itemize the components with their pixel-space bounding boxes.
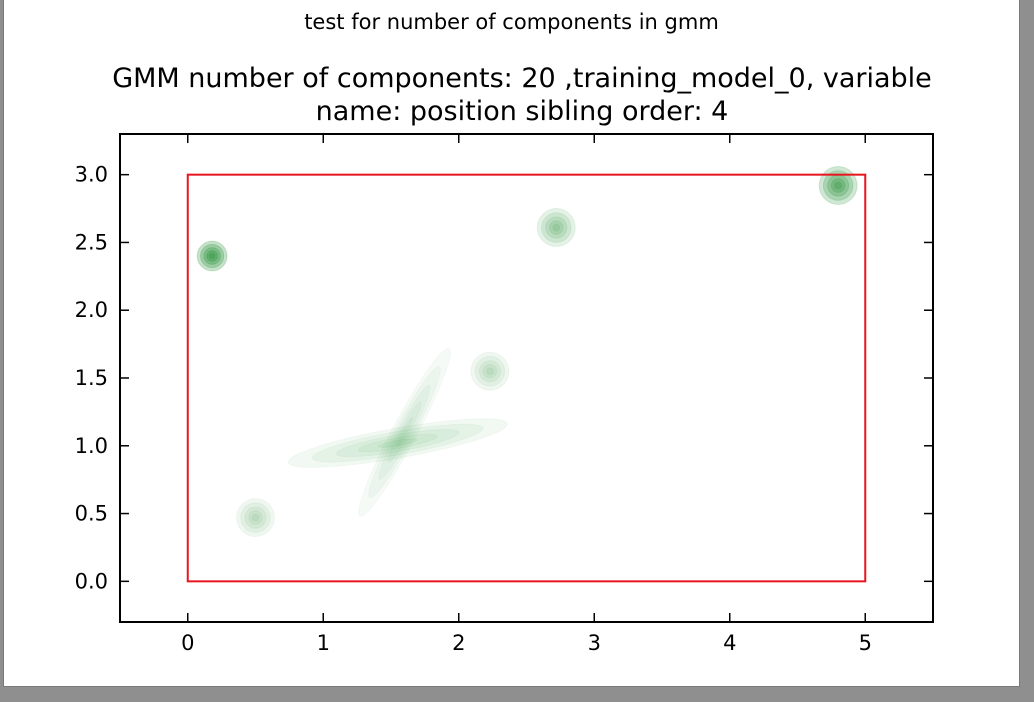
gmm-component-4-level-4 [482,363,498,379]
gmm-component-6-level-4 [357,433,438,453]
gmm-component-7-level-4 [388,402,422,463]
boundary-rectangle [186,173,867,583]
gmm-component-4 [470,351,510,391]
gmm-component-1-level-4 [206,250,219,262]
x-tick-label: 4 [723,631,736,655]
gmm-component-1 [196,240,228,272]
gmm-component-7-level-1 [358,348,451,517]
gmm-component-2-level-5 [552,223,561,232]
gmm-component-7-level-3 [378,385,431,480]
gmm-component-2-level-2 [541,212,572,243]
plot-title-line-1: GMM number of components: 20 ,training_m… [112,63,932,94]
gmm-component-6-level-3 [335,428,460,458]
gmm-component-3-level-2 [822,170,854,201]
gmm-component-5-level-2 [240,502,271,533]
gmm-component-2-level-4 [548,220,564,235]
gmm-components [196,166,858,538]
plot-title: GMM number of components: 20 ,training_m… [4,62,1034,128]
gmm-component-6-level-2 [311,423,484,463]
axes-frame [119,133,934,623]
x-tick-label: 5 [859,631,872,655]
gmm-component-4-level-3 [478,360,502,383]
y-tick-label: 0.0 [75,569,108,593]
gmm-component-7-level-5 [396,417,413,448]
figure-suptitle: test for number of components in gmm [304,10,719,34]
y-tick-label: 2.0 [75,298,108,322]
gmm-component-6-level-1 [287,418,508,468]
x-tick-label: 3 [588,631,601,655]
gmm-component-1-level-3 [203,247,221,265]
y-tick-label: 1.0 [75,434,108,458]
x-tick-label: 2 [452,631,465,655]
gmm-component-5-level-5 [251,513,260,522]
chart-canvas: 0 1 2 3 4 5 0.0 0.5 1.0 1.5 2.0 2.5 3.0 [75,133,934,655]
gmm-component-3-level-1 [818,166,858,205]
gmm-component-3 [818,166,858,205]
gmm-component-1-level-5 [208,252,216,260]
x-tick-label: 0 [181,631,194,655]
y-tick-label: 2.5 [75,230,108,254]
gmm-component-5 [236,498,275,538]
gmm-component-6 [287,418,508,468]
gmm-component-4-level-5 [486,367,494,376]
gmm-component-3-level-4 [830,178,846,193]
gmm-component-6-level-5 [377,438,418,448]
gmm-component-4-level-1 [470,351,510,391]
axis-ticks: 0 1 2 3 4 5 0.0 0.5 1.0 1.5 2.0 2.5 3.0 [75,134,933,655]
gmm-component-5-level-3 [244,506,267,529]
gmm-component-5-level-1 [236,498,275,538]
gmm-component-1-level-2 [200,243,225,269]
gmm-component-2 [536,208,576,248]
gmm-component-2-level-3 [545,216,568,239]
y-tick-label: 0.5 [75,502,108,526]
gmm-component-4-level-2 [474,355,506,387]
x-tick-label: 1 [317,631,330,655]
plot-title-line-2: name: position sibling order: 4 [315,96,729,127]
y-tick-label: 1.5 [75,366,108,390]
y-tick-label: 3.0 [75,163,108,187]
gmm-component-1-level-1 [196,240,228,272]
gmm-component-7 [358,348,451,517]
gmm-component-7-level-2 [368,366,441,498]
gmm-component-3-level-5 [834,181,843,190]
gmm-component-5-level-4 [248,510,263,525]
figure: test for number of components in gmm GMM… [4,0,1019,686]
gmm-component-2-level-1 [536,208,576,248]
